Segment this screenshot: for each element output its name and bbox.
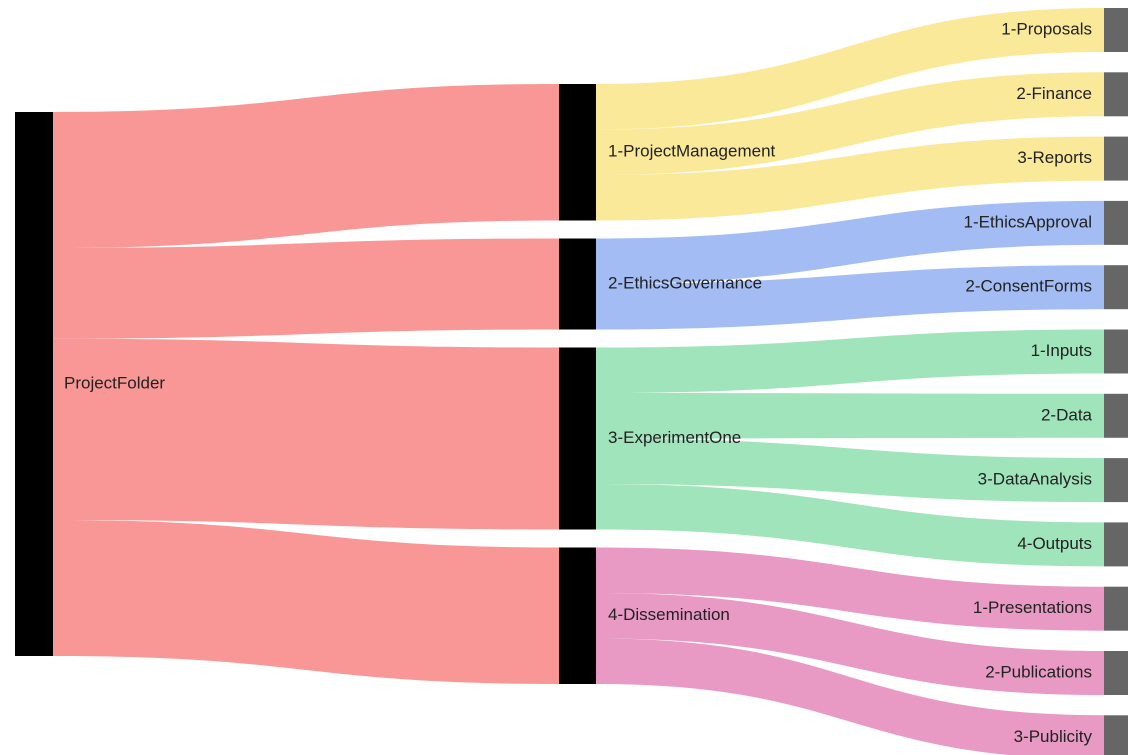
flow-4-dissemination-to-3-publicity xyxy=(596,638,1104,755)
leaf-label-3-dataanalysis: 3-DataAnalysis xyxy=(978,470,1092,489)
leaf-label-1-inputs: 1-Inputs xyxy=(1031,341,1092,360)
flow-1-projectmanagement-to-1-proposals xyxy=(596,8,1104,130)
leaf-node-1-projectmanagement-3-reports[interactable] xyxy=(1104,136,1128,181)
leaf-label-3-publicity: 3-Publicity xyxy=(1014,727,1093,746)
leaf-label-2-data: 2-Data xyxy=(1041,405,1093,424)
group-node-3-experimentone[interactable] xyxy=(559,347,596,530)
leaf-node-2-ethicsgovernance-2-consentforms[interactable] xyxy=(1104,265,1128,310)
leaf-label-2-consentforms: 2-ConsentForms xyxy=(965,277,1092,296)
flow-1-projectmanagement-to-3-reports xyxy=(596,136,1104,221)
leaf-node-1-projectmanagement-1-proposals[interactable] xyxy=(1104,8,1128,52)
leaf-label-2-publications: 2-Publications xyxy=(985,662,1092,681)
flow-root-to-1-projectmanagement xyxy=(53,84,559,248)
flow-root-to-4-dissemination xyxy=(53,520,559,684)
leaf-node-4-dissemination-1-presentations[interactable] xyxy=(1104,586,1128,631)
node-labels: ProjectFolder 1-ProjectManagement 1-Propo… xyxy=(64,19,1093,745)
leaf-label-1-presentations: 1-Presentations xyxy=(973,598,1092,617)
leaf-label-4-outputs: 4-Outputs xyxy=(1017,534,1092,553)
leaf-node-4-dissemination-2-publications[interactable] xyxy=(1104,651,1128,695)
root-node-projectfolder[interactable] xyxy=(15,112,53,656)
flow-4-dissemination-to-1-presentations xyxy=(596,547,1104,631)
leaf-label-3-reports: 3-Reports xyxy=(1017,148,1092,167)
flow-4-dissemination-to-2-publications xyxy=(596,593,1104,695)
leaf-node-4-dissemination-3-publicity[interactable] xyxy=(1104,715,1128,755)
flow-links xyxy=(53,8,1104,755)
group-label-2-ethicsgovernance: 2-EthicsGovernance xyxy=(608,273,762,292)
flow-3-experimentone-to-1-inputs xyxy=(596,329,1104,393)
flow-3-experimentone-to-2-data xyxy=(596,393,1104,439)
group-node-1-projectmanagement[interactable] xyxy=(559,84,596,221)
leaf-node-1-projectmanagement-2-finance[interactable] xyxy=(1104,72,1128,117)
group-label-4-dissemination: 4-Dissemination xyxy=(608,605,730,624)
group-label-3-experimentone: 3-ExperimentOne xyxy=(608,428,741,447)
leaf-node-3-experimentone-4-outputs[interactable] xyxy=(1104,522,1128,567)
leaf-node-2-ethicsgovernance-1-ethicsapproval[interactable] xyxy=(1104,200,1128,245)
nodes xyxy=(15,8,1128,755)
flow-3-experimentone-to-3-dataanalysis xyxy=(596,438,1104,503)
leaf-label-2-finance: 2-Finance xyxy=(1016,84,1092,103)
leaf-node-3-experimentone-2-data[interactable] xyxy=(1104,393,1128,438)
leaf-label-1-proposals: 1-Proposals xyxy=(1001,19,1092,38)
group-node-4-dissemination[interactable] xyxy=(559,547,596,685)
leaf-node-3-experimentone-1-inputs[interactable] xyxy=(1104,329,1128,374)
leaf-label-1-ethicsapproval: 1-EthicsApproval xyxy=(963,212,1092,231)
flow-3-experimentone-to-4-outputs xyxy=(596,484,1104,567)
flow-2-ethicsgovernance-to-2-consentforms xyxy=(596,265,1104,330)
leaf-node-3-experimentone-3-dataanalysis[interactable] xyxy=(1104,458,1128,503)
flow-2-ethicsgovernance-to-1-ethicsapproval xyxy=(596,200,1104,284)
flow-root-to-3-experimentone xyxy=(53,338,559,530)
group-label-1-projectmanagement: 1-ProjectManagement xyxy=(608,142,776,161)
root-label: ProjectFolder xyxy=(64,373,165,392)
flow-root-to-2-ethicsgovernance xyxy=(53,238,559,339)
flow-1-projectmanagement-to-2-finance xyxy=(596,72,1104,175)
group-node-2-ethicsgovernance[interactable] xyxy=(559,238,596,330)
